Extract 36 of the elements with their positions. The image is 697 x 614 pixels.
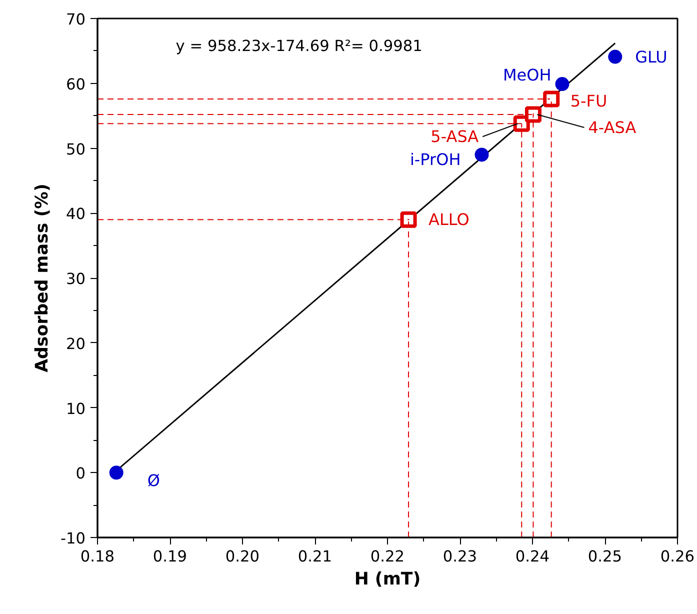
point xyxy=(524,106,542,123)
annotation: 5-FU xyxy=(570,91,608,110)
y-tick-label: 30 xyxy=(66,270,86,288)
x-tick-label: 0.23 xyxy=(442,548,478,566)
y-tick-label: 70 xyxy=(66,10,86,28)
y-tick-label: 50 xyxy=(66,140,86,158)
point xyxy=(400,211,417,228)
x-tick-label: 0.18 xyxy=(80,548,115,566)
annotation: ALLO xyxy=(428,210,470,230)
annotation: MeOH xyxy=(502,66,552,85)
annotation: 5-ASA xyxy=(430,127,479,146)
point xyxy=(608,50,622,64)
y-tick-label: -10 xyxy=(60,530,86,548)
y-tick-label: 10 xyxy=(66,400,86,418)
y-tick-label: 20 xyxy=(66,334,86,353)
x-tick-label: 0.21 xyxy=(298,548,332,566)
x-tick-label: 0.26 xyxy=(660,548,695,566)
annotation: 4-ASA xyxy=(588,118,636,138)
y-axis-title: Adsorbed mass (%) xyxy=(32,184,52,372)
point xyxy=(555,77,570,92)
x-tick-label: 0.24 xyxy=(515,548,550,566)
y-tick-label: 60 xyxy=(66,75,86,94)
point xyxy=(109,466,124,480)
annotation: y = 958.23x-174.69 R²= 0.9981 xyxy=(176,36,422,55)
annotation: Ø xyxy=(147,471,160,490)
annotation: GLU xyxy=(635,47,668,66)
point xyxy=(543,90,560,108)
y-tick-label: 0 xyxy=(76,464,86,483)
annotation: i-PrOH xyxy=(410,150,461,170)
x-tick-label: 0.25 xyxy=(588,548,622,566)
x-tick-label: 0.20 xyxy=(225,548,260,566)
x-tick-label: 0.19 xyxy=(152,548,188,566)
y-tick-label: 40 xyxy=(66,205,86,224)
x-tick-label: 0.22 xyxy=(370,548,405,566)
x-axis-title: H (mT) xyxy=(354,570,421,590)
point xyxy=(474,148,489,162)
